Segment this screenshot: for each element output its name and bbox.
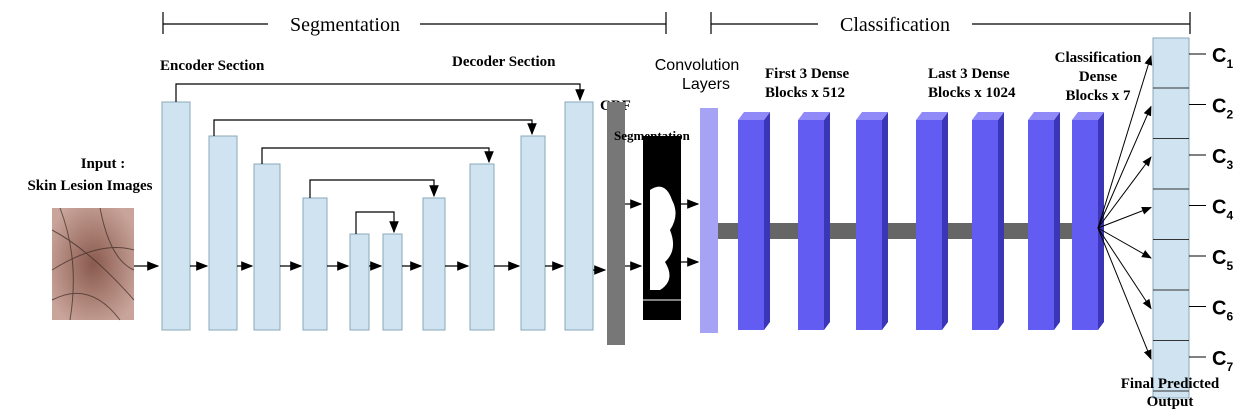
dense-blocks: [718, 112, 1104, 330]
connector: [770, 223, 798, 239]
output-symbol: C: [1212, 247, 1226, 269]
connector: [718, 223, 738, 239]
decoder-label: Decoder Section: [452, 54, 556, 70]
output-subscript: 7: [1226, 360, 1233, 374]
unet: [162, 102, 593, 330]
input-label: Input :Skin Lesion Images: [27, 156, 152, 194]
output-label: C3: [1212, 146, 1233, 172]
mask-label: Segmentation: [614, 128, 691, 143]
output-symbol: C: [1212, 197, 1226, 219]
connector: [1060, 223, 1072, 239]
connector: [830, 223, 856, 239]
dense-block: [1028, 120, 1054, 330]
output-label: C1: [1212, 45, 1233, 71]
dense-block: [916, 120, 942, 330]
output-symbol: C: [1212, 298, 1226, 320]
segmentation-title: Segmentation: [290, 14, 400, 36]
dense-block: [738, 120, 764, 330]
classification-title: Classification: [840, 14, 950, 36]
output-label: C5: [1212, 247, 1233, 273]
dense-block: [972, 120, 998, 330]
output-label: C4: [1212, 197, 1233, 223]
dense-block: [798, 120, 824, 330]
dense-side: [764, 112, 770, 330]
dense-block: [1072, 120, 1098, 330]
output-subscript: 4: [1226, 209, 1233, 223]
fan-arrow: [1098, 228, 1151, 359]
output-subscript: 1: [1226, 57, 1233, 71]
output-label: C7: [1212, 348, 1233, 374]
dense-side: [942, 112, 948, 330]
dense-block: [856, 120, 882, 330]
connector: [888, 223, 916, 239]
output-symbol: C: [1212, 96, 1226, 118]
dense-side: [998, 112, 1004, 330]
diagram: Segmentation Classification Encoder Sect…: [0, 0, 1234, 413]
connector: [948, 223, 972, 239]
output-symbol: C: [1212, 45, 1226, 67]
dense-side: [824, 112, 830, 330]
output-subscript: 3: [1226, 158, 1233, 172]
output-symbol: C: [1212, 348, 1226, 370]
output-label: C6: [1212, 298, 1233, 324]
connector: [1004, 223, 1028, 239]
output-label: C2: [1212, 96, 1233, 122]
encoder-label: Encoder Section: [160, 58, 265, 74]
output-subscript: 5: [1226, 259, 1233, 273]
output-subscript: 6: [1226, 310, 1233, 324]
output-column: [1153, 38, 1189, 398]
dense-side: [1054, 112, 1060, 330]
output-subscript: 2: [1226, 108, 1233, 122]
fan-arrow: [1098, 228, 1151, 258]
dense-side: [882, 112, 888, 330]
conv-block: [700, 108, 718, 333]
fan-arrow: [1098, 228, 1151, 309]
output-symbol: C: [1212, 146, 1226, 168]
input-image: [52, 208, 134, 320]
